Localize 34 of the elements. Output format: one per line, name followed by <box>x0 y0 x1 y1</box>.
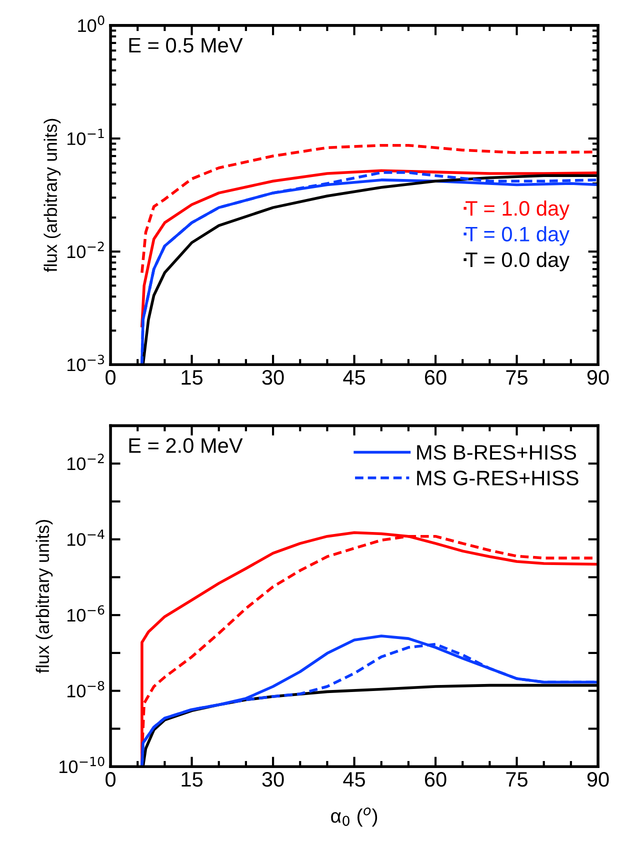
annotation: E = 0.5 MeV <box>129 38 243 53</box>
x-axis-title: α$_{0}$ ($^{o}$) <box>331 808 378 827</box>
y-axis-title: flux (arbitrary units) <box>36 520 53 674</box>
x-tick-label: 15 <box>182 772 202 787</box>
x-tick-label: 0 <box>106 772 116 787</box>
legend-label: MS G-RES+HISS <box>417 470 578 486</box>
legend-label: T = 1.0 day <box>466 200 570 220</box>
x-tick-label: 30 <box>262 370 284 385</box>
y-tick-label: 10$^{−10}$ <box>60 756 104 774</box>
x-tick-label: 75 <box>506 772 528 787</box>
legend-label: T = 0.0 day <box>466 252 570 272</box>
x-tick-label: 30 <box>262 772 284 787</box>
y-tick-label: 10$^{−3}$ <box>68 354 104 372</box>
x-tick-label: 75 <box>506 370 528 385</box>
y-tick-label: 10$^{−2}$ <box>68 454 104 470</box>
y-tick-label: 10$^{−2}$ <box>68 242 104 258</box>
y-axis-title: flux (arbitrary units) <box>44 118 61 272</box>
x-tick-label: 45 <box>343 370 365 385</box>
x-tick-label: 90 <box>587 370 609 385</box>
legend-label: MS B-RES+HISS <box>417 444 576 460</box>
x-tick-label: 90 <box>587 772 609 787</box>
y-tick-label: 10$^{0}$ <box>78 16 104 32</box>
y-tick-label: 10$^{−6}$ <box>68 605 104 622</box>
x-tick-label: 60 <box>425 772 446 787</box>
y-tick-label: 10$^{−1}$ <box>68 128 104 146</box>
x-tick-label: 0 <box>106 370 116 385</box>
x-tick-label: 45 <box>343 772 365 787</box>
y-tick-label: 10$^{−4}$ <box>68 530 104 546</box>
legend-label: T = 0.1 day <box>466 226 570 246</box>
annotation: E = 2.0 MeV <box>129 438 243 453</box>
x-tick-label: 15 <box>182 370 202 385</box>
line-series <box>140 169 598 328</box>
x-tick-label: 60 <box>425 370 446 385</box>
y-tick-label: 10$^{−8}$ <box>68 680 104 698</box>
